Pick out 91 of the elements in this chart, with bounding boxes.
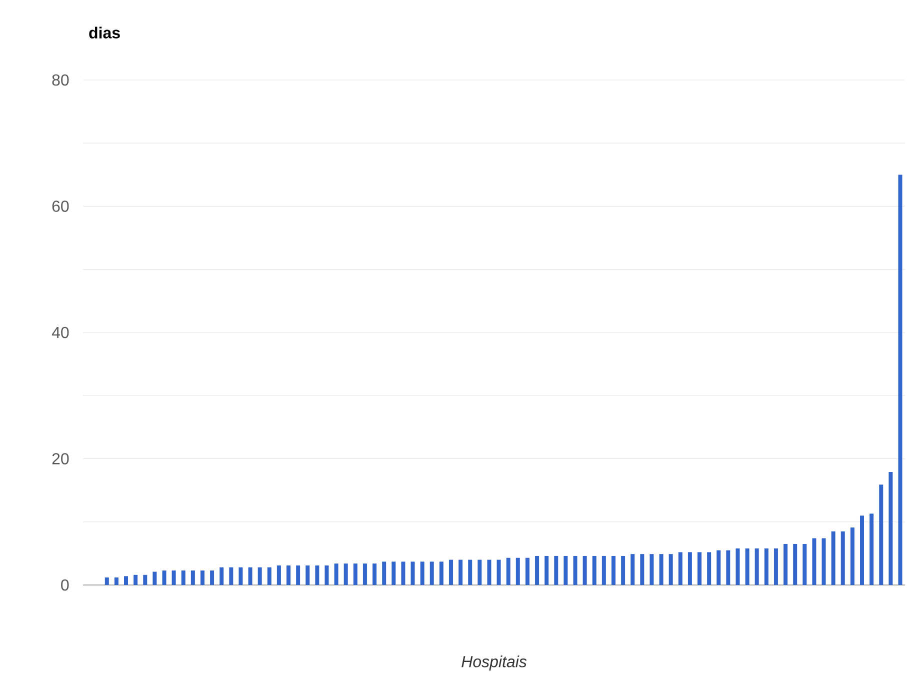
bar (410, 562, 415, 585)
bar (812, 538, 816, 585)
bar (898, 174, 902, 585)
bar (793, 544, 798, 585)
bar (745, 548, 750, 585)
bar (362, 564, 367, 585)
bar (420, 562, 424, 585)
bar (879, 484, 884, 585)
bar (143, 574, 148, 585)
bar (487, 560, 492, 585)
y-tick-label: 60 (52, 200, 69, 212)
bar (392, 562, 396, 585)
bar (238, 567, 243, 585)
bar (592, 556, 596, 585)
bar (468, 560, 472, 585)
bar (286, 565, 291, 585)
bar (888, 472, 893, 585)
bar (276, 565, 281, 585)
bar (707, 552, 712, 585)
bar (229, 567, 234, 585)
bar (506, 558, 510, 585)
bar (774, 548, 778, 585)
bar (210, 570, 214, 585)
bar (315, 565, 320, 585)
bar (372, 564, 377, 585)
bar (114, 577, 118, 585)
bar (726, 550, 730, 585)
bar (668, 554, 673, 585)
bar (430, 562, 434, 585)
bar (802, 544, 807, 585)
bar (172, 570, 176, 585)
y-tick-label: 40 (52, 326, 69, 338)
bar (736, 548, 740, 585)
bar (564, 556, 568, 585)
bar (124, 576, 128, 585)
bar (296, 565, 300, 585)
bar (306, 565, 310, 585)
bar (650, 554, 654, 585)
bar (267, 567, 272, 585)
bar (535, 556, 540, 585)
bar (344, 564, 348, 585)
bar (134, 574, 138, 585)
bar (630, 554, 635, 585)
bar (200, 570, 204, 585)
bar (573, 556, 578, 585)
bar (640, 554, 644, 585)
bar (678, 552, 682, 585)
bar (602, 556, 606, 585)
y-tick-label: 20 (52, 453, 69, 464)
bar (190, 570, 195, 585)
bar (401, 562, 406, 585)
bar (822, 538, 826, 585)
bar (621, 556, 626, 585)
bar (688, 552, 692, 585)
bar (525, 558, 530, 585)
bar (496, 560, 501, 585)
bar (831, 531, 836, 585)
bar (582, 556, 587, 585)
bar (554, 556, 558, 585)
y-tick-label: 80 (52, 74, 69, 86)
bar (458, 560, 463, 585)
bar (698, 552, 702, 585)
bar (162, 570, 166, 585)
bar (334, 564, 338, 585)
bar (258, 567, 262, 585)
bar (850, 528, 854, 585)
bar (353, 564, 358, 585)
x-axis-title: Hospitais (462, 656, 527, 670)
bar (870, 514, 874, 585)
bar (860, 516, 864, 585)
bar (544, 556, 549, 585)
bar (716, 550, 721, 585)
bar (764, 548, 768, 585)
bar (181, 570, 186, 585)
bar (104, 577, 109, 585)
bar (754, 548, 759, 585)
bar (152, 572, 157, 585)
y-tick-label: 0 (61, 579, 69, 591)
bar (611, 556, 616, 585)
bar (382, 562, 386, 585)
bar (516, 558, 520, 585)
bar (220, 567, 224, 585)
bar (478, 560, 482, 585)
y-axis-title: dias (89, 26, 120, 38)
bar (248, 567, 252, 585)
bar (659, 554, 664, 585)
bar (439, 562, 444, 585)
bar (784, 544, 788, 585)
bar (324, 565, 329, 585)
bar (448, 560, 453, 585)
bar (840, 531, 845, 585)
